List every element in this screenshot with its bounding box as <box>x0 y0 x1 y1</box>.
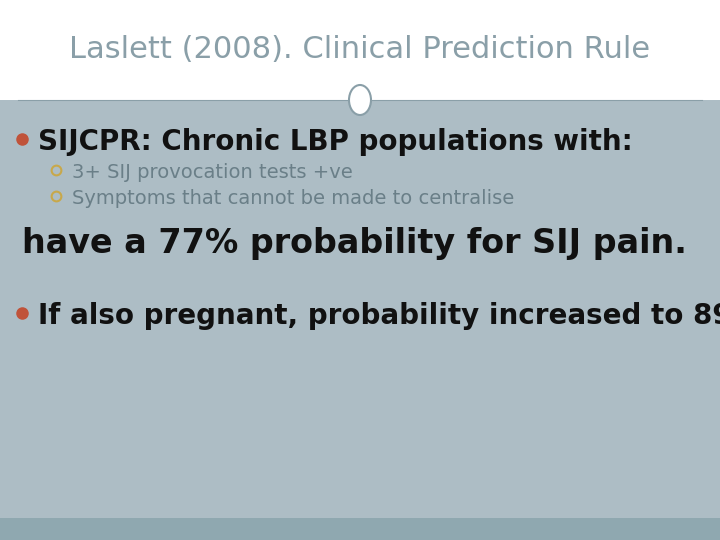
FancyBboxPatch shape <box>0 518 720 540</box>
FancyBboxPatch shape <box>0 100 720 518</box>
Text: SIJCPR: Chronic LBP populations with:: SIJCPR: Chronic LBP populations with: <box>38 128 633 156</box>
Text: 3+ SIJ provocation tests +ve: 3+ SIJ provocation tests +ve <box>72 163 353 181</box>
FancyBboxPatch shape <box>0 0 720 100</box>
Text: have a 77% probability for SIJ pain.: have a 77% probability for SIJ pain. <box>22 227 687 260</box>
Text: If also pregnant, probability increased to 89%: If also pregnant, probability increased … <box>38 302 720 330</box>
Text: Laslett (2008). Clinical Prediction Rule: Laslett (2008). Clinical Prediction Rule <box>69 36 651 64</box>
Ellipse shape <box>349 85 371 115</box>
Text: Symptoms that cannot be made to centralise: Symptoms that cannot be made to centrali… <box>72 188 514 207</box>
